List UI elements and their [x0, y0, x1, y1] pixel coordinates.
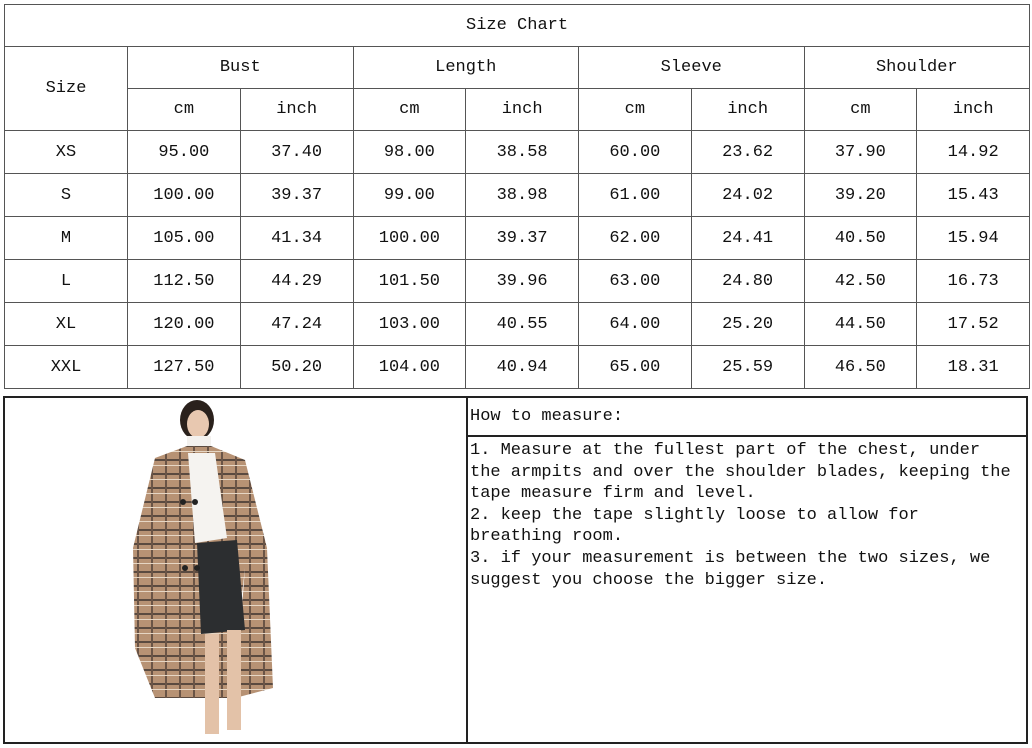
product-photo	[5, 398, 468, 742]
unit-header-inch: inch	[690, 88, 805, 131]
value-cell: 40.94	[465, 345, 579, 389]
size-cell: S	[4, 173, 128, 217]
instruction-line: breathing room.	[470, 527, 624, 547]
unit-header-inch: inch	[239, 88, 354, 131]
value-cell: 40.50	[803, 216, 918, 260]
group-header-bust: Bust	[127, 46, 354, 89]
value-cell: 64.00	[578, 302, 692, 346]
value-cell: 103.00	[352, 302, 467, 346]
unit-header-cm: cm	[127, 88, 241, 131]
value-cell: 44.29	[239, 259, 354, 303]
table-row: L 112.50 44.29 101.50 39.96 63.00 24.80 42.50 16…	[4, 259, 1031, 303]
unit-header-inch: inch	[916, 88, 1031, 131]
instruction-line: 2. keep the tape slightly loose to allow…	[470, 505, 919, 525]
value-cell: 101.50	[352, 259, 467, 303]
value-cell: 40.55	[465, 302, 579, 346]
size-cell: XS	[4, 130, 128, 174]
size-header: Size	[4, 46, 128, 131]
value-cell: 61.00	[578, 173, 692, 217]
value-cell: 38.98	[465, 173, 579, 217]
unit-header-inch: inch	[465, 88, 579, 131]
value-cell: 105.00	[127, 216, 241, 260]
table-row: S 100.00 39.37 99.00 38.98 61.00 24.02 39.20 15.…	[4, 173, 1031, 217]
value-cell: 99.00	[352, 173, 467, 217]
value-cell: 100.00	[352, 216, 467, 260]
model-photo-image	[133, 400, 273, 734]
chart-title: Size Chart	[3, 4, 1031, 47]
value-cell: 127.50	[127, 345, 241, 389]
value-cell: 38.58	[465, 130, 579, 174]
value-cell: 47.24	[239, 302, 354, 346]
value-cell: 65.00	[578, 345, 692, 389]
value-cell: 24.02	[690, 173, 805, 217]
group-header-sleeve: Sleeve	[578, 46, 805, 89]
instruction-line: 3. if your measurement is between the tw…	[470, 548, 991, 568]
value-cell: 15.94	[916, 216, 1031, 260]
table-row: M 105.00 41.34 100.00 39.37 62.00 24.41 40.50 15…	[4, 216, 1031, 260]
size-chart-table: Size Chart Size Bust Length Sleeve Shoulder…	[3, 4, 1031, 389]
value-cell: 60.00	[578, 130, 692, 174]
value-cell: 44.50	[803, 302, 918, 346]
instruction-line: tape measure firm and level.	[470, 484, 756, 504]
value-cell: 25.59	[690, 345, 805, 389]
instruction-line: suggest you choose the bigger size.	[470, 570, 828, 590]
instruction-line: the armpits and over the shoulder blades…	[470, 462, 1011, 482]
value-cell: 62.00	[578, 216, 692, 260]
instruction-line: 1. Measure at the fullest part of the ch…	[470, 441, 981, 460]
unit-header-cm: cm	[803, 88, 918, 131]
value-cell: 112.50	[127, 259, 241, 303]
how-to-measure-text: 1. Measure at the fullest part of the ch…	[468, 437, 1026, 742]
unit-header-cm: cm	[578, 88, 692, 131]
value-cell: 37.40	[239, 130, 354, 174]
unit-header-cm: cm	[352, 88, 467, 131]
value-cell: 39.37	[465, 216, 579, 260]
value-cell: 15.43	[916, 173, 1031, 217]
size-cell: M	[4, 216, 128, 260]
value-cell: 39.37	[239, 173, 354, 217]
value-cell: 24.80	[690, 259, 805, 303]
value-cell: 39.96	[465, 259, 579, 303]
value-cell: 17.52	[916, 302, 1031, 346]
value-cell: 100.00	[127, 173, 241, 217]
how-to-measure-heading: How to measure:	[468, 398, 1026, 437]
size-cell: XXL	[4, 345, 128, 389]
size-cell: XL	[4, 302, 128, 346]
value-cell: 39.20	[803, 173, 918, 217]
table-row: XXL 127.50 50.20 104.00 40.94 65.00 25.59 46.50…	[4, 345, 1031, 389]
value-cell: 24.41	[690, 216, 805, 260]
value-cell: 120.00	[127, 302, 241, 346]
size-cell: L	[4, 259, 128, 303]
value-cell: 42.50	[803, 259, 918, 303]
measure-panel: How to measure: 1. Measure at the fulles…	[3, 396, 1028, 744]
value-cell: 104.00	[352, 345, 467, 389]
value-cell: 14.92	[916, 130, 1031, 174]
value-cell: 95.00	[127, 130, 241, 174]
value-cell: 18.31	[916, 345, 1031, 389]
value-cell: 23.62	[690, 130, 805, 174]
value-cell: 63.00	[578, 259, 692, 303]
table-row: XL 120.00 47.24 103.00 40.55 64.00 25.20 44.50 1…	[4, 302, 1031, 346]
group-header-shoulder: Shoulder	[803, 46, 1031, 89]
value-cell: 41.34	[239, 216, 354, 260]
value-cell: 25.20	[690, 302, 805, 346]
table-row: XS 95.00 37.40 98.00 38.58 60.00 23.62 37.90 14.…	[4, 130, 1031, 174]
value-cell: 37.90	[803, 130, 918, 174]
group-header-length: Length	[352, 46, 579, 89]
value-cell: 50.20	[239, 345, 354, 389]
value-cell: 16.73	[916, 259, 1031, 303]
value-cell: 46.50	[803, 345, 918, 389]
value-cell: 98.00	[352, 130, 467, 174]
